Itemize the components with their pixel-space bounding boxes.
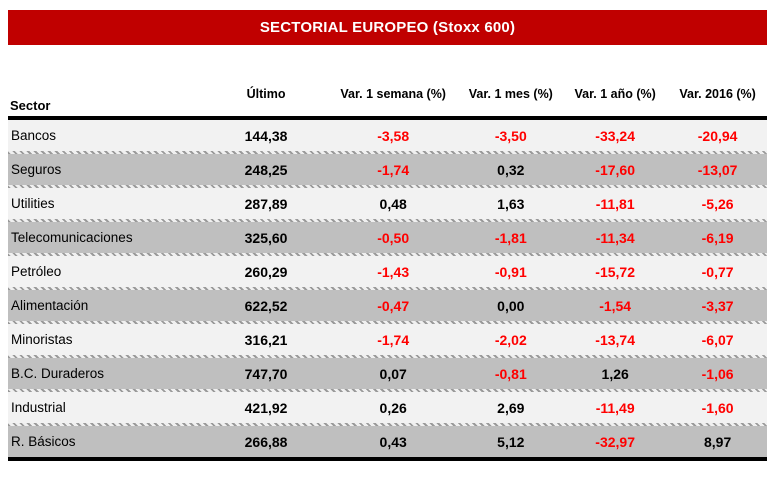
col-header-var-1-ano: Var. 1 año (%) (574, 86, 656, 101)
var-2016-cell: -20,94 (697, 127, 738, 144)
row-divider (8, 151, 767, 154)
var-1-mes-cell: 5,12 (497, 433, 525, 450)
row-divider (8, 355, 767, 358)
col-header-sector: Sector (10, 98, 51, 114)
var-1-ano-cell: -32,97 (595, 433, 635, 450)
var-1-ano-cell: -11,81 (595, 195, 635, 212)
sector-cell: B.C. Duraderos (11, 366, 105, 381)
row-divider (8, 389, 767, 392)
sector-cell: Petróleo (11, 264, 62, 279)
row-divider (8, 287, 767, 290)
table-bottom-rule (8, 457, 767, 461)
section-title: SECTORIAL EUROPEO (Stoxx 600) (259, 19, 516, 36)
sector-cell: Utilities (11, 196, 55, 211)
var-1-semana-cell: 0,43 (379, 433, 407, 450)
var-2016-cell: 8,97 (703, 433, 732, 450)
row-divider (8, 185, 767, 188)
var-2016-cell: -3,37 (701, 297, 734, 314)
var-1-ano-cell: -15,72 (595, 263, 635, 280)
var-1-ano-cell: -17,60 (595, 161, 635, 178)
table-row-alimentacion: Alimentación 622,52 -0,47 0,00 -1,54 -3,… (8, 290, 767, 321)
col-header-ultimo: Último (246, 86, 286, 101)
table-row-seguros: Seguros 248,25 -1,74 0,32 -17,60 -13,07 (8, 154, 767, 185)
table-row-bancos: Bancos 144,38 -3,58 -3,50 -33,24 -20,94 (8, 120, 767, 151)
row-divider (8, 423, 767, 426)
ultimo-cell: 266,88 (244, 433, 288, 450)
sector-cell: Bancos (11, 128, 57, 143)
var-1-semana-cell: 0,26 (379, 399, 407, 416)
var-1-mes-cell: -1,81 (494, 229, 527, 246)
var-2016-cell: -6,19 (701, 229, 734, 246)
var-1-mes-cell: -0,81 (494, 365, 527, 382)
row-divider (8, 253, 767, 256)
var-1-mes-cell: -0,91 (494, 263, 527, 280)
var-1-mes-cell: 2,69 (497, 399, 525, 416)
var-1-semana-cell: -3,58 (377, 127, 410, 144)
var-1-mes-cell: -3,50 (494, 127, 527, 144)
var-1-semana-cell: 0,48 (379, 195, 407, 212)
sector-cell: Seguros (11, 162, 62, 177)
var-1-mes-cell: 0,32 (497, 161, 525, 178)
ultimo-cell: 421,92 (244, 399, 288, 416)
var-1-ano-cell: -11,34 (595, 229, 635, 246)
var-1-ano-cell: 1,26 (601, 365, 629, 382)
sector-cell: Minoristas (11, 332, 73, 347)
table-row-minoristas: Minoristas 316,21 -1,74 -2,02 -13,74 -6,… (8, 324, 767, 355)
table-header-row: Sector Último Var. 1 semana (%) Var. 1 m… (8, 72, 767, 120)
col-header-var-2016: Var. 2016 (%) (679, 86, 756, 101)
table-row-industrial: Industrial 421,92 0,26 2,69 -11,49 -1,60 (8, 392, 767, 423)
table-row-petroleo: Petróleo 260,29 -1,43 -0,91 -15,72 -0,77 (8, 256, 767, 287)
ultimo-cell: 260,29 (244, 263, 288, 280)
var-1-semana-cell: -1,74 (377, 331, 410, 348)
row-divider (8, 219, 767, 222)
var-1-ano-cell: -1,54 (599, 297, 632, 314)
var-1-mes-cell: -2,02 (494, 331, 527, 348)
var-1-semana-cell: -0,47 (377, 297, 410, 314)
ultimo-cell: 316,21 (244, 331, 288, 348)
var-1-mes-cell: 1,63 (497, 195, 525, 212)
var-2016-cell: -0,77 (701, 263, 734, 280)
table-row-r-basicos: R. Básicos 266,88 0,43 5,12 -32,97 8,97 (8, 426, 767, 457)
var-1-semana-cell: -1,74 (377, 161, 410, 178)
sector-table: Sector Último Var. 1 semana (%) Var. 1 m… (8, 72, 767, 461)
row-divider (8, 321, 767, 324)
var-2016-cell: -13,07 (697, 161, 738, 178)
table-row-bc-duraderos: B.C. Duraderos 747,70 0,07 -0,81 1,26 -1… (8, 358, 767, 389)
ultimo-cell: 248,25 (244, 161, 288, 178)
var-1-mes-cell: 0,00 (497, 297, 525, 314)
var-1-semana-cell: -1,43 (377, 263, 410, 280)
section-title-banner: SECTORIAL EUROPEO (Stoxx 600) (8, 10, 767, 45)
table-row-utilities: Utilities 287,89 0,48 1,63 -11,81 -5,26 (8, 188, 767, 219)
var-2016-cell: -5,26 (701, 195, 734, 212)
var-1-semana-cell: -0,50 (377, 229, 410, 246)
sector-cell: R. Básicos (11, 434, 76, 449)
var-2016-cell: -1,60 (701, 399, 734, 416)
ultimo-cell: 325,60 (244, 229, 288, 246)
sector-cell: Alimentación (11, 298, 89, 313)
var-1-ano-cell: -11,49 (595, 399, 635, 416)
var-2016-cell: -1,06 (701, 365, 734, 382)
col-header-var-1-semana: Var. 1 semana (%) (340, 86, 446, 101)
var-2016-cell: -6,07 (701, 331, 734, 348)
table-row-telecomunicaciones: Telecomunicaciones 325,60 -0,50 -1,81 -1… (8, 222, 767, 253)
ultimo-cell: 144,38 (244, 127, 288, 144)
var-1-ano-cell: -13,74 (595, 331, 635, 348)
ultimo-cell: 747,70 (244, 365, 288, 382)
sector-cell: Telecomunicaciones (11, 230, 133, 245)
ultimo-cell: 622,52 (244, 297, 288, 314)
ultimo-cell: 287,89 (244, 195, 288, 212)
var-1-semana-cell: 0,07 (379, 365, 407, 382)
var-1-ano-cell: -33,24 (595, 127, 635, 144)
col-header-var-1-mes: Var. 1 mes (%) (468, 86, 553, 101)
sector-cell: Industrial (11, 400, 66, 415)
